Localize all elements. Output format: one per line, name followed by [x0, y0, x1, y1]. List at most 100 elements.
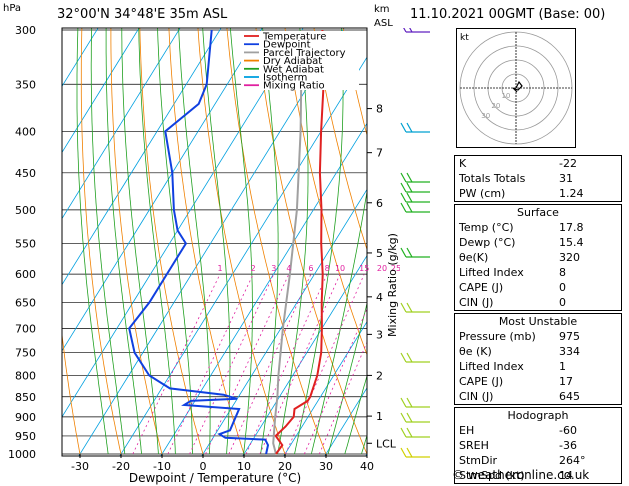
most-unstable-label: Lifted Index	[459, 360, 524, 373]
wet-adiabat	[76, 28, 109, 455]
km-label: km	[374, 4, 390, 15]
legend-label: Parcel Trajectory	[263, 48, 346, 59]
wind-barb-flag	[406, 302, 413, 313]
wind-barb-flag	[400, 122, 407, 133]
x-tick-label: 0	[200, 460, 207, 473]
legend-label: Wet Adiabat	[263, 64, 324, 75]
hodograph-box: Hodograph EH -60 SREH -36 StmDir 264° StmSpd (…	[454, 407, 622, 484]
x-tick-label: 40	[360, 460, 374, 473]
wind-barb-flag	[400, 302, 407, 313]
surface-value: 0	[559, 296, 566, 309]
km-unit-label: km ASL	[374, 3, 393, 31]
mixing-ratio-line	[318, 341, 367, 455]
most-unstable-row: θe (K) 334	[455, 344, 621, 359]
most-unstable-label: Pressure (mb)	[459, 330, 536, 343]
most-unstable-row: CAPE (J) 17	[455, 374, 621, 389]
pressure-unit-label: hPa	[3, 3, 22, 14]
mixing-ratio-label: 15	[359, 264, 369, 273]
surface-row: CIN (J) 0	[455, 295, 621, 310]
hodograph-unit-label: kt	[460, 33, 469, 43]
x-tick-label: -30	[71, 460, 89, 473]
isotherm	[62, 28, 222, 286]
isotherm	[160, 122, 367, 456]
most-unstable-value: 334	[559, 345, 580, 358]
mixing-ratio-label: 10	[335, 264, 345, 273]
dry-adiabat	[80, 28, 122, 456]
x-tick-label: -10	[153, 460, 171, 473]
km-tick-label: 7	[376, 147, 383, 160]
pressure-tick-label: 350	[15, 78, 36, 91]
wet-adiabat	[90, 28, 126, 455]
hodograph-row: SREH -36	[455, 438, 621, 453]
hodograph-ring-label: 10	[501, 92, 510, 100]
hodograph-value: -36	[559, 439, 577, 452]
isotherm	[62, 28, 99, 88]
dry-adiabat	[255, 28, 367, 456]
most-unstable-value: 645	[559, 390, 580, 403]
hodograph-title: Hodograph	[507, 409, 569, 422]
mixing-ratio-label: 3	[271, 264, 276, 273]
wind-barb-flag	[400, 247, 407, 258]
mixing-ratio-axis-label: Mixing Ratio (g/kg)	[386, 233, 399, 337]
mixing-ratio-line	[189, 273, 275, 455]
most-unstable-label: θe (K)	[459, 345, 492, 358]
pressure-tick-label: 500	[15, 204, 36, 217]
mixing-ratio-label: 4	[286, 264, 291, 273]
hodograph-ring-label: 30	[481, 112, 490, 120]
legend-label: Isotherm	[263, 73, 307, 84]
most-unstable-row: Pressure (mb) 975	[455, 329, 621, 344]
most-unstable-title: Most Unstable	[498, 315, 578, 328]
x-tick-label: 20	[278, 460, 292, 473]
wind-barb-flag	[409, 28, 413, 33]
wet-adiabat	[229, 28, 253, 455]
wet-adiabat	[121, 28, 159, 455]
hodograph-value: -60	[559, 424, 577, 437]
wind-barb-flag	[403, 28, 407, 33]
temperature-line	[274, 29, 325, 455]
wet-adiabat	[378, 6, 400, 454]
isotherm	[62, 28, 263, 352]
most-unstable-value: 1	[559, 360, 566, 373]
pressure-tick-label: 550	[15, 237, 36, 250]
pressure-tick-label: 600	[15, 268, 36, 281]
surface-label: Dewp (°C)	[459, 236, 516, 249]
dry-adiabat	[139, 28, 204, 456]
dry-adiabat	[313, 28, 367, 251]
wet-adiabat	[294, 28, 344, 455]
pw-row: PW (cm) 1.24	[459, 187, 584, 200]
km-tick-label: 8	[376, 103, 383, 116]
wind-barbs	[400, 28, 430, 458]
wind-barb-flag	[406, 122, 413, 133]
wind-barb-flag	[406, 247, 413, 258]
hodograph-ring-label: 20	[491, 102, 500, 110]
pressure-tick-label: 850	[15, 391, 36, 404]
isotherm	[62, 28, 181, 220]
pressure-tick-label: 300	[15, 24, 36, 37]
pressure-tick-label: 700	[15, 322, 36, 335]
most-unstable-row: CIN (J) 645	[455, 389, 621, 404]
mixing-ratio-line	[228, 273, 312, 455]
wind-barb-flag	[406, 447, 413, 458]
pressure-tick-label: 750	[15, 347, 36, 360]
km-tick-label: 1	[376, 410, 383, 423]
surface-row: θe(K) 320	[455, 250, 621, 265]
legend-label: Dewpoint	[263, 40, 311, 51]
k-index-row: K -22	[459, 157, 577, 170]
hodograph-label: StmSpd (kt)	[459, 469, 525, 482]
credit-text: © weatheronline.co.uk	[452, 468, 590, 482]
x-tick-label: 10	[237, 460, 251, 473]
hodograph-label: EH	[459, 424, 475, 437]
dewpoint-line	[128, 29, 270, 455]
legend-label: Dry Adiabat	[263, 56, 322, 67]
surface-box: Surface Temp (°C) 17.8 Dewp (°C) 15.4 θe(K) 3…	[454, 204, 622, 311]
surface-label: Temp (°C)	[459, 221, 514, 234]
hodograph-row: StmSpd (kt) 14	[455, 468, 621, 483]
wet-adiabat	[310, 189, 367, 455]
hodograph-label: StmDir	[459, 454, 498, 467]
hodograph-row: EH -60	[455, 423, 621, 438]
km-tick-label: 6	[376, 197, 383, 210]
most-unstable-box: Most Unstable Pressure (mb) 975 θe (K) 334 L…	[454, 313, 622, 405]
wind-barb-flag	[406, 182, 413, 193]
hodograph-value: 264°	[559, 454, 586, 467]
surface-value: 15.4	[559, 236, 584, 249]
